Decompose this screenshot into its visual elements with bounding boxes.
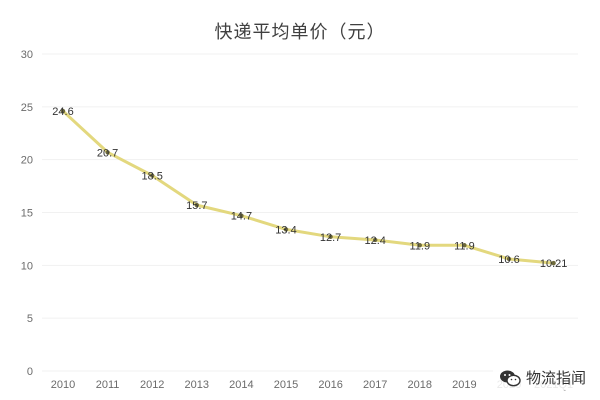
- data-point: [551, 260, 556, 266]
- x-tick-label: 2012: [140, 379, 164, 391]
- data-point: [150, 173, 155, 178]
- data-point: [60, 108, 66, 114]
- data-point: [373, 237, 378, 243]
- data-point: [283, 227, 289, 232]
- data-label: 10.6: [498, 254, 519, 266]
- data-label: 10.21: [540, 258, 568, 270]
- wechat-icon: [499, 370, 521, 386]
- data-point: [105, 150, 110, 155]
- y-tick-label: 30: [21, 49, 33, 61]
- y-tick-label: 0: [27, 366, 33, 378]
- x-tick-label: 2016: [318, 379, 342, 391]
- watermark: 物流指闻: [492, 365, 592, 390]
- x-tick-label: 2015: [274, 379, 298, 391]
- x-tick-label: 2011: [96, 379, 120, 391]
- data-label: 20.7: [97, 147, 118, 159]
- y-tick-label: 20: [21, 155, 33, 167]
- data-label: 11.9: [410, 240, 431, 252]
- data-point: [506, 256, 512, 262]
- y-tick-label: 5: [27, 313, 33, 325]
- data-point: [239, 213, 244, 218]
- data-label: 18.5: [141, 171, 162, 183]
- data-label: 24.6: [52, 106, 73, 118]
- data-point: [194, 202, 199, 208]
- x-tick-label: 2019: [452, 379, 476, 391]
- data-label: 15.7: [186, 200, 207, 212]
- chart-title: 快递平均单价（元）: [214, 22, 386, 43]
- y-tick-label: 25: [21, 102, 33, 114]
- x-tick-label: 2013: [185, 379, 209, 391]
- watermark-text: 物流指闻: [525, 369, 586, 387]
- x-tick-label: 2018: [408, 379, 432, 391]
- data-point: [417, 243, 422, 248]
- data-label: 12.7: [320, 232, 341, 244]
- x-tick-label: 2010: [51, 379, 75, 391]
- data-label: 13.4: [275, 224, 296, 236]
- data-point: [328, 234, 333, 240]
- x-tick-label: 2017: [363, 379, 387, 391]
- data-label: 12.4: [364, 235, 385, 247]
- data-label: 14.7: [231, 211, 252, 223]
- data-label: 11.9: [454, 240, 475, 252]
- y-tick-label: 15: [21, 208, 33, 220]
- data-point: [462, 243, 467, 248]
- series-line: [61, 109, 556, 265]
- x-tick-label: 2014: [229, 379, 253, 391]
- y-tick-label: 10: [21, 260, 33, 272]
